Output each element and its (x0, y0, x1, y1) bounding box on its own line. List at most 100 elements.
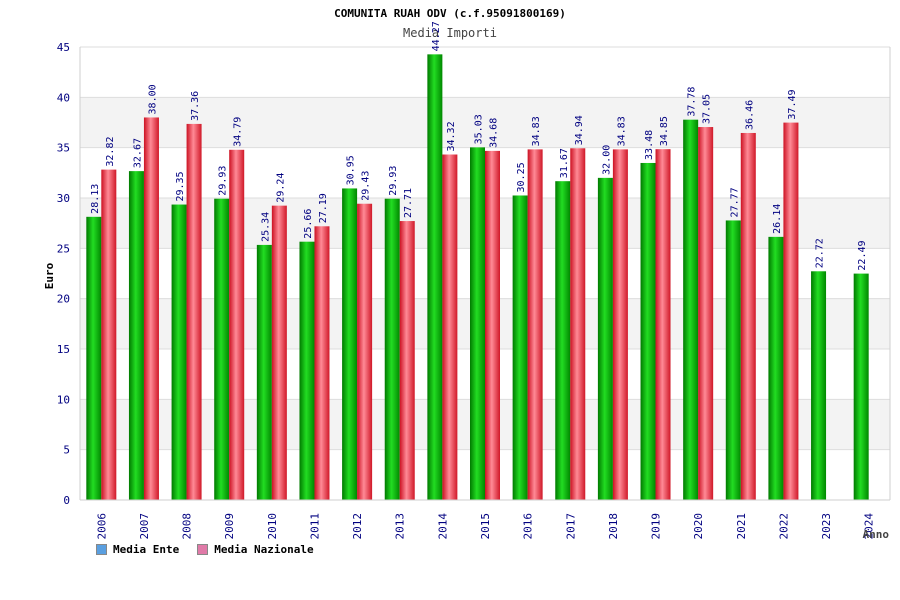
x-tick-label: 2017 (564, 513, 577, 540)
y-tick-label: 25 (57, 242, 70, 255)
bar-media-nazionale (612, 149, 628, 501)
legend-label-media-nazionale: Media Nazionale (214, 543, 314, 556)
bar-media-nazionale (101, 169, 117, 500)
x-tick-label: 2007 (138, 513, 151, 540)
x-tick-label: 2021 (735, 513, 748, 540)
x-tick-label: 2015 (479, 513, 492, 540)
bar-value-label: 35.03 (474, 114, 485, 144)
bar-value-label: 32.82 (105, 137, 116, 167)
bar-media-nazionale (442, 154, 458, 500)
y-tick-label: 10 (57, 393, 70, 406)
bar-value-label: 29.93 (388, 166, 399, 196)
x-tick-label: 2013 (394, 513, 407, 540)
bar-media-nazionale (485, 150, 500, 500)
bar-media-ente (768, 236, 784, 500)
bar-media-ente (427, 54, 443, 501)
value-labels: 28.13 32.82 32.67 38.00 29.35 37.36 29.93 34.79… (90, 21, 868, 270)
bar-media-ente (384, 198, 400, 501)
legend: Media Ente Media Nazionale (96, 543, 314, 556)
legend-item-media-ente: Media Ente (96, 543, 179, 556)
bar-media-nazionale (314, 226, 330, 500)
y-tick-label: 35 (57, 142, 70, 155)
y-tick-labels: 0 5 10 15 20 25 30 35 40 45 (57, 41, 70, 507)
bar-value-label: 27.19 (318, 193, 329, 223)
bar-value-label: 36.46 (744, 100, 755, 130)
bar-media-nazionale (271, 205, 287, 500)
y-tick-label: 45 (57, 41, 70, 54)
x-tick-label: 2016 (522, 513, 535, 540)
bar-value-label: 38.00 (147, 84, 158, 114)
bar-media-ente (470, 147, 485, 500)
bar-media-nazionale (527, 149, 543, 501)
bars (86, 54, 869, 501)
x-tick-labels: 2006 2007 2008 2009 2010 2011 2012 2013 2014 2015… (95, 513, 875, 540)
bar-media-ente (214, 198, 230, 501)
bar-value-label: 29.35 (175, 171, 186, 201)
x-tick-label: 2011 (308, 513, 321, 540)
bar-value-label: 25.34 (260, 212, 271, 242)
bar-media-ente (555, 181, 571, 500)
bar-value-label: 34.68 (489, 118, 500, 148)
bar-media-nazionale (783, 122, 799, 500)
x-tick-label: 2014 (436, 513, 449, 540)
bar-media-nazionale (186, 123, 202, 500)
bar-media-ente (597, 177, 613, 500)
y-axis-label: Euro (43, 262, 56, 289)
bar-value-label: 25.66 (303, 209, 314, 239)
bar-media-ente (512, 195, 528, 500)
bar-value-label: 34.85 (659, 116, 670, 146)
legend-label-media-ente: Media Ente (113, 543, 180, 556)
x-tick-label: 2018 (607, 513, 620, 540)
bar-value-label: 34.94 (574, 115, 585, 145)
x-tick-label: 2008 (181, 513, 194, 540)
x-tick-label: 2010 (266, 513, 279, 540)
bar-media-ente (171, 204, 187, 500)
bar-value-label: 37.49 (787, 89, 798, 119)
bar-media-ente (853, 273, 869, 500)
x-tick-label: 2009 (223, 513, 236, 540)
bar-media-ente (811, 271, 827, 500)
bar-value-label: 22.49 (857, 240, 868, 270)
bar-value-label: 29.24 (275, 173, 286, 203)
bar-value-label: 37.36 (190, 91, 201, 121)
x-axis-label: Anno (863, 528, 890, 541)
bar-media-ente (725, 220, 741, 500)
y-tick-label: 40 (57, 91, 70, 104)
chart-subtitle: Media Importi (403, 26, 497, 40)
bar-media-ente (640, 162, 656, 500)
bar-value-label: 34.83 (616, 116, 627, 146)
plot-band (80, 47, 890, 98)
y-tick-label: 15 (57, 343, 70, 356)
x-tick-label: 2024 (863, 513, 876, 540)
bar-value-label: 27.71 (403, 188, 414, 218)
bar-value-label: 26.14 (772, 204, 783, 234)
x-tick-label: 2020 (692, 513, 705, 540)
bar-value-label: 29.43 (361, 171, 372, 201)
bar-media-ente (86, 216, 102, 501)
y-tick-label: 5 (63, 444, 70, 457)
bar-media-ente (342, 188, 358, 501)
bar-value-label: 33.48 (644, 130, 655, 160)
bar-value-label: 27.77 (729, 187, 740, 217)
bar-value-label: 28.13 (90, 184, 101, 214)
bar-value-label: 29.93 (218, 166, 229, 196)
y-tick-label: 30 (57, 192, 70, 205)
bar-media-ente (256, 244, 272, 500)
bar-value-label: 32.00 (601, 145, 612, 175)
bar-value-label: 37.78 (687, 87, 698, 117)
x-tick-label: 2006 (95, 513, 108, 540)
bar-value-label: 34.83 (531, 116, 542, 146)
x-tick-label: 2012 (351, 513, 364, 540)
chart-title: COMUNITA RUAH ODV (c.f.95091800169) (334, 7, 566, 20)
legend-swatch-media-ente (96, 544, 107, 555)
bar-media-nazionale (655, 149, 671, 500)
bar-value-label: 44.27 (431, 21, 442, 51)
x-tick-label: 2019 (650, 513, 663, 540)
x-tick-label: 2023 (820, 513, 833, 540)
bar-value-label: 34.79 (233, 117, 244, 147)
bar-media-nazionale (229, 149, 245, 500)
bar-media-nazionale (399, 221, 415, 500)
bar-media-nazionale (698, 127, 714, 500)
bar-value-label: 22.72 (815, 238, 826, 268)
